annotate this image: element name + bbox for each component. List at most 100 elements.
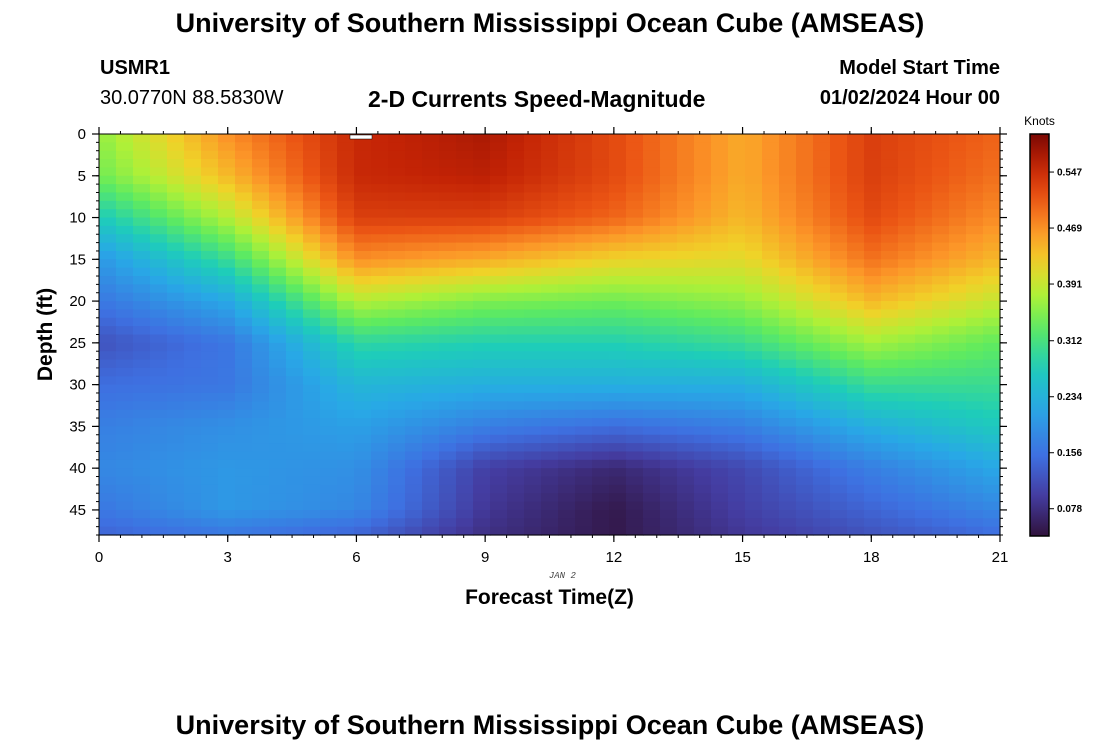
heatmap-cell bbox=[473, 309, 491, 319]
heatmap-cell bbox=[626, 301, 644, 311]
heatmap-cell bbox=[592, 301, 610, 311]
heatmap-cell bbox=[694, 468, 712, 478]
heatmap-cell bbox=[337, 309, 355, 319]
heatmap-cell bbox=[966, 451, 984, 461]
heatmap-cell bbox=[269, 434, 287, 444]
heatmap-cell bbox=[575, 276, 593, 285]
heatmap-cell bbox=[643, 150, 661, 160]
heatmap-cell bbox=[949, 150, 967, 160]
heatmap-cell bbox=[779, 459, 797, 469]
heatmap-cell bbox=[966, 326, 984, 336]
heatmap-cell bbox=[337, 451, 355, 461]
heatmap-cell bbox=[983, 359, 1001, 369]
heatmap-cell bbox=[830, 142, 848, 152]
heatmap-cell bbox=[269, 334, 287, 344]
heatmap-cell bbox=[507, 175, 525, 185]
heatmap-cell bbox=[932, 501, 950, 511]
heatmap-cell bbox=[728, 459, 746, 469]
heatmap-cell bbox=[320, 200, 338, 210]
heatmap-cell bbox=[660, 200, 678, 210]
heatmap-cell bbox=[286, 459, 304, 469]
heatmap-cell bbox=[677, 292, 695, 302]
heatmap-cell bbox=[456, 459, 474, 469]
heatmap-cell bbox=[133, 392, 151, 402]
heatmap-cell bbox=[796, 334, 814, 344]
heatmap-cell bbox=[915, 334, 933, 344]
heatmap-cell bbox=[354, 242, 372, 252]
heatmap-cell bbox=[405, 434, 423, 444]
heatmap-cell bbox=[150, 309, 168, 319]
heatmap-cell bbox=[966, 192, 984, 202]
heatmap-cell bbox=[320, 359, 338, 369]
heatmap-cell bbox=[881, 426, 899, 436]
heatmap-cell bbox=[813, 367, 831, 377]
heatmap-cell bbox=[439, 426, 457, 436]
heatmap-cell bbox=[898, 276, 916, 285]
heatmap-cell bbox=[405, 359, 423, 369]
heatmap-cell bbox=[354, 292, 372, 302]
heatmap-cell bbox=[966, 200, 984, 210]
heatmap-cell bbox=[303, 334, 321, 344]
heatmap-cell bbox=[949, 159, 967, 169]
heatmap-cell bbox=[405, 451, 423, 461]
heatmap-cell bbox=[966, 376, 984, 386]
heatmap-cell bbox=[201, 217, 219, 227]
heatmap-cell bbox=[966, 392, 984, 402]
heatmap-cell bbox=[456, 518, 474, 528]
heatmap-cell bbox=[303, 134, 321, 143]
heatmap-cell bbox=[286, 384, 304, 394]
heatmap-cell bbox=[660, 192, 678, 202]
heatmap-cell bbox=[507, 284, 525, 294]
heatmap-cell bbox=[286, 409, 304, 419]
heatmap-cell bbox=[456, 184, 474, 194]
heatmap-cell bbox=[643, 359, 661, 369]
heatmap-cell bbox=[728, 309, 746, 319]
heatmap-cell bbox=[609, 342, 627, 352]
heatmap-cell bbox=[201, 276, 219, 285]
heatmap-cell bbox=[643, 234, 661, 244]
heatmap-cell bbox=[422, 301, 440, 311]
heatmap-cell bbox=[235, 150, 253, 160]
heatmap-cell bbox=[779, 418, 797, 427]
heatmap-cell bbox=[371, 359, 389, 369]
heatmap-cell bbox=[830, 192, 848, 202]
heatmap-cell bbox=[949, 276, 967, 285]
heatmap-cell bbox=[915, 150, 933, 160]
heatmap-cell bbox=[473, 184, 491, 194]
heatmap-cell bbox=[252, 267, 270, 277]
heatmap-cell bbox=[269, 175, 287, 185]
heatmap-cell bbox=[320, 175, 338, 185]
heatmap-cell bbox=[201, 409, 219, 419]
heatmap-cell bbox=[507, 334, 525, 344]
heatmap-cell bbox=[320, 484, 338, 494]
heatmap-cell bbox=[116, 501, 134, 511]
heatmap-cell bbox=[422, 159, 440, 169]
heatmap-cell bbox=[915, 376, 933, 386]
heatmap-cell bbox=[660, 292, 678, 302]
heatmap-cell bbox=[626, 225, 644, 235]
heatmap-cell bbox=[235, 159, 253, 169]
heatmap-cell bbox=[150, 418, 168, 427]
heatmap-cell bbox=[575, 476, 593, 486]
heatmap-cell bbox=[898, 134, 916, 143]
heatmap-cell bbox=[881, 526, 899, 536]
heatmap-cell bbox=[303, 317, 321, 327]
heatmap-cell bbox=[558, 309, 576, 319]
heatmap-cell bbox=[847, 342, 865, 352]
heatmap-cell bbox=[337, 209, 355, 219]
heatmap-cell bbox=[762, 284, 780, 294]
heatmap-cell bbox=[269, 501, 287, 511]
heatmap-cell bbox=[694, 234, 712, 244]
heatmap-cell bbox=[201, 334, 219, 344]
heatmap-cell bbox=[490, 351, 508, 361]
heatmap-cell bbox=[490, 326, 508, 336]
heatmap-cell bbox=[643, 418, 661, 427]
heatmap-cell bbox=[201, 159, 219, 169]
heatmap-cell bbox=[303, 184, 321, 194]
heatmap-cell bbox=[813, 409, 831, 419]
heatmap-cell bbox=[354, 250, 372, 260]
heatmap-cell bbox=[184, 451, 202, 461]
heatmap-cell bbox=[116, 309, 134, 319]
heatmap-cell bbox=[660, 459, 678, 469]
